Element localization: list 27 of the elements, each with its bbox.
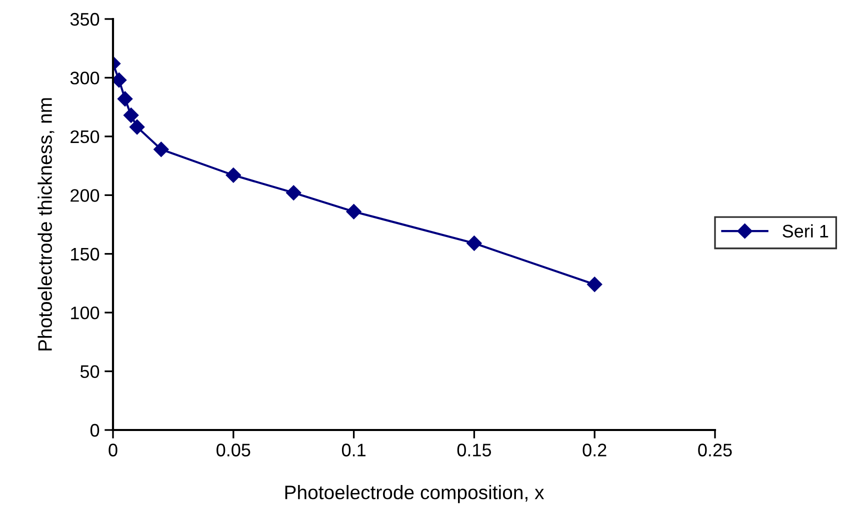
- point: [226, 168, 241, 183]
- point: [117, 91, 133, 106]
- point: [154, 142, 169, 157]
- y-tick-label: 150: [71, 248, 100, 261]
- x-tick-label: 0: [108, 444, 118, 456]
- x-tick-label: 0.25: [698, 444, 732, 456]
- point: [113, 72, 127, 88]
- y-tick-label: 250: [70, 130, 100, 144]
- y-tick-label: 200: [70, 189, 100, 202]
- x-tick-label: 0.2: [582, 444, 606, 456]
- legend-label: Seri 1: [782, 224, 828, 238]
- point: [466, 236, 482, 251]
- point: [123, 108, 139, 123]
- y-tick-label: 100: [71, 306, 100, 320]
- y-tick-label: 50: [80, 365, 100, 378]
- y-tick-label: 300: [70, 72, 100, 84]
- x-tick-label: 0.1: [342, 444, 366, 456]
- x-axis-title: Photoelectrode composition, x: [285, 485, 544, 504]
- y-axis-title: Photoelectrode thickness, nm: [38, 98, 54, 350]
- y-tick-label: 0: [90, 424, 100, 437]
- point: [130, 119, 145, 135]
- point: [346, 204, 362, 220]
- point: [286, 185, 302, 200]
- y-tick-label: 350: [70, 12, 100, 26]
- point: [587, 276, 602, 292]
- x-tick-label: 0.05: [216, 444, 250, 456]
- x-tick-label: 0.15: [457, 444, 492, 456]
